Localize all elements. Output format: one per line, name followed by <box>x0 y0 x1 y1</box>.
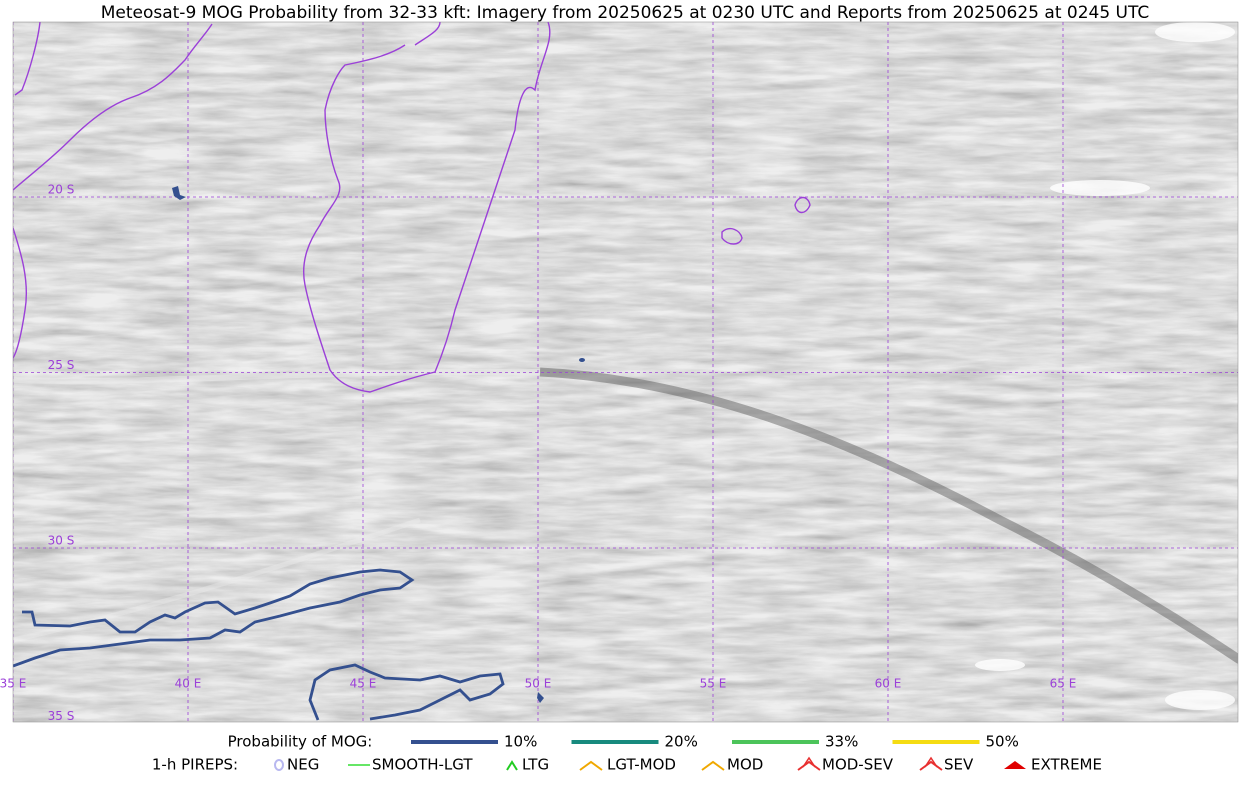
pirep-legend-label: EXTREME <box>1031 756 1102 774</box>
lon-label: 35 E <box>0 677 26 691</box>
mog-legend-title: Probability of MOG: <box>228 733 373 751</box>
lon-label: 55 E <box>700 677 727 691</box>
lon-label: 60 E <box>875 677 902 691</box>
lat-label: 25 S <box>48 358 75 372</box>
pirep-icon <box>274 759 284 771</box>
pirep-icon <box>797 760 821 771</box>
pirep-legend-label: LTG <box>522 756 549 774</box>
pirep-legend-label: MOD <box>727 756 763 774</box>
pirep-icon <box>701 760 725 771</box>
pirep-icon <box>919 760 943 771</box>
satellite-texture <box>13 22 1238 722</box>
lon-label: 50 E <box>525 677 552 691</box>
cloud-band <box>13 368 541 385</box>
lon-label: 45 E <box>350 677 377 691</box>
lat-label: 30 S <box>48 534 75 548</box>
mog-legend-label: 33% <box>825 733 858 751</box>
bright-clouds <box>975 22 1235 710</box>
pirep-legend-title: 1-h PIREPS: <box>152 756 238 774</box>
pirep-icon <box>1004 761 1026 769</box>
lon-label: 65 E <box>1050 677 1077 691</box>
coastlines <box>13 22 811 393</box>
jet-streak <box>539 367 1238 664</box>
lat-label: 35 S <box>48 709 75 723</box>
pirep-icon <box>506 760 518 771</box>
mog-contours <box>13 568 505 721</box>
mog-legend-label: 50% <box>986 733 1019 751</box>
title: Meteosat-9 MOG Probability from 32-33 kf… <box>101 3 1150 23</box>
lat-label: 20 S <box>48 183 75 197</box>
mog-legend-label: 10% <box>504 733 537 751</box>
small-islands <box>172 186 585 703</box>
pirep-legend-label: MOD-SEV <box>822 756 894 774</box>
pirep-icon <box>924 756 938 768</box>
pirep-legend-label: LGT-MOD <box>607 756 676 774</box>
pirep-icon <box>802 756 816 768</box>
graticule <box>13 22 1238 722</box>
mog-legend-label: 20% <box>665 733 698 751</box>
map-frame <box>12 21 1239 723</box>
pirep-icon <box>579 760 603 771</box>
map <box>13 22 1238 722</box>
lon-label: 40 E <box>175 677 202 691</box>
pirep-legend-label: SMOOTH-LGT <box>372 756 473 774</box>
pirep-legend-label: NEG <box>287 756 319 774</box>
grid-labels: 35 E 40 E 45 E 50 E 55 E 60 E 65 E 20 S 25 S 30 S… <box>0 183 1076 724</box>
pirep-legend-label: SEV <box>944 756 974 774</box>
legend: 10% 20% 33% 50% NEG SMOOTH-LGT LTG LGT-MOD MOD MO… <box>274 733 1102 774</box>
